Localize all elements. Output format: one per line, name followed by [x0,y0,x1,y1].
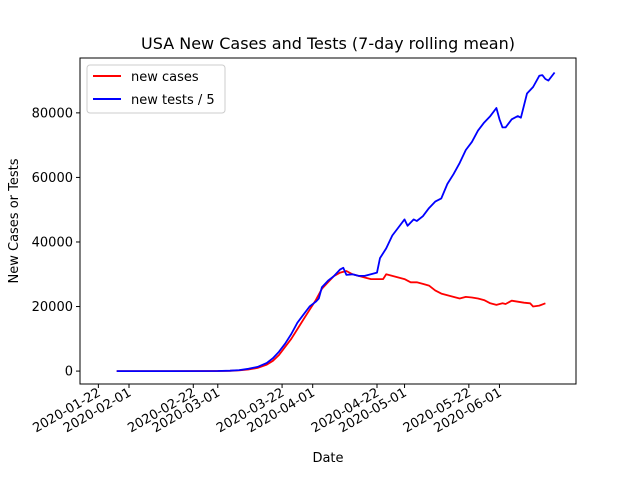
y-tick-label: 60000 [32,171,73,186]
y-axis: 0 20000 40000 60000 80000 [32,106,80,380]
x-axis-label: Date [312,451,343,466]
y-tick-label: 80000 [32,106,73,121]
y-tick-label: 0 [65,365,73,380]
legend-label-new-tests: new tests / 5 [131,93,215,108]
y-axis-label: New Cases or Tests [7,158,22,283]
plot-frame [79,57,577,385]
chart-title: USA New Cases and Tests (7-day rolling m… [141,34,515,53]
series-line-new-cases [116,270,546,372]
y-tick-label: 40000 [32,235,73,250]
series-layer [116,71,556,372]
series-line-new-tests [116,71,556,372]
legend-label-new-cases: new cases [131,70,199,85]
legend-box [86,64,226,114]
legend: new cases new tests / 5 [86,64,226,114]
x-axis: 2020-01-222020-02-012020-02-222020-03-01… [30,384,505,436]
y-tick-label: 20000 [32,300,73,315]
